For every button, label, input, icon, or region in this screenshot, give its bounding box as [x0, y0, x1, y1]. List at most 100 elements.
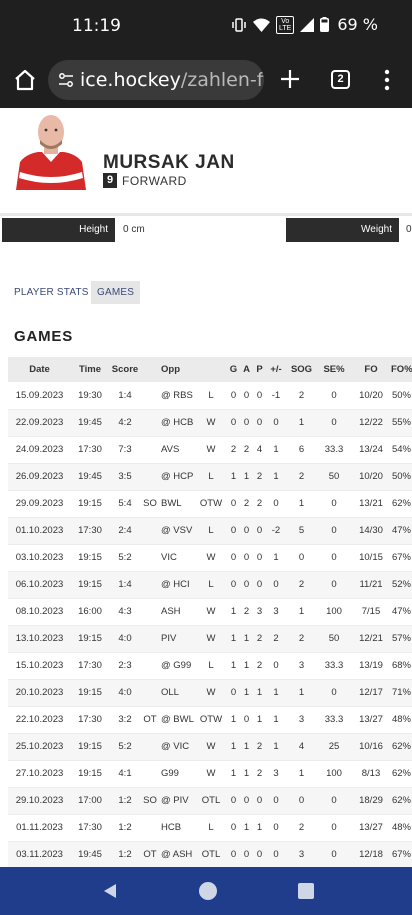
table-cell: 2:3	[109, 652, 141, 680]
table-cell: 18/29	[351, 787, 391, 815]
table-cell: 4:3	[109, 598, 141, 626]
back-triangle-icon[interactable]	[102, 883, 118, 899]
player-number-badge: 9	[103, 173, 117, 188]
table-cell: 8/13	[351, 760, 391, 788]
table-cell: 19:15	[71, 625, 109, 653]
table-cell: 19:45	[71, 841, 109, 869]
table-cell: 25	[317, 733, 351, 761]
table-cell: 3	[286, 841, 317, 869]
table-cell: 13/21	[351, 490, 391, 518]
table-cell: 7:3	[109, 436, 141, 464]
table-cell: 3	[266, 598, 286, 626]
table-cell: 1	[286, 679, 317, 707]
table-cell: 33.3	[317, 706, 351, 734]
table-cell: 6	[286, 436, 317, 464]
table-cell: 2	[253, 625, 266, 653]
table-cell: SO	[141, 787, 159, 815]
table-cell: 12/17	[351, 679, 391, 707]
table-cell: 1	[253, 814, 266, 842]
table-cell: 0	[317, 841, 351, 869]
table-header-cell: SE%	[317, 357, 351, 382]
table-cell: 0	[227, 679, 240, 707]
home-circle-icon[interactable]	[199, 882, 217, 900]
table-cell: 4	[286, 733, 317, 761]
table-cell: 57%	[391, 625, 412, 653]
table-cell: 3:5	[109, 463, 141, 491]
table-cell: 1:4	[109, 571, 141, 599]
table-cell: 50	[317, 463, 351, 491]
table-cell: 12/22	[351, 409, 391, 437]
table-cell: 0	[227, 571, 240, 599]
recents-square-icon[interactable]	[298, 883, 314, 899]
address-bar[interactable]: ice.hockey/zahlen-fal	[48, 60, 264, 100]
table-cell: 17:30	[71, 652, 109, 680]
table-cell: 71%	[391, 679, 412, 707]
status-time: 11:19	[72, 16, 121, 36]
table-cell: SO	[141, 490, 159, 518]
more-vert-icon[interactable]	[382, 68, 392, 92]
table-cell: 19:15	[71, 571, 109, 599]
table-row: 03.11.2023 19:45 1:2 OT @ ASH OTL 0 0 0 0 3 0 12/18 6…	[8, 841, 412, 869]
table-cell: 1	[266, 706, 286, 734]
table-header-cell: FO%	[391, 357, 412, 382]
table-cell: 19:15	[71, 490, 109, 518]
table-cell: 0	[253, 787, 266, 815]
table-cell: 29.09.2023	[8, 490, 71, 518]
table-header-row: Date Time Score Opp G A P +/- SOG SE% FO FO%	[8, 357, 412, 382]
table-cell: 3:2	[109, 706, 141, 734]
table-cell: W	[195, 625, 227, 653]
plus-icon[interactable]	[279, 68, 301, 90]
table-cell: 1	[227, 463, 240, 491]
table-cell: 0	[227, 814, 240, 842]
table-cell: OTL	[195, 841, 227, 869]
table-cell	[141, 463, 159, 491]
table-cell: 1	[286, 490, 317, 518]
table-cell: 19:45	[71, 409, 109, 437]
vibrate-icon	[232, 17, 246, 32]
table-cell: 0	[253, 544, 266, 572]
table-cell: L	[195, 571, 227, 599]
tune-icon[interactable]	[58, 72, 74, 88]
tab-player-stats[interactable]: PLAYER STATS	[14, 287, 89, 298]
table-cell: 1	[227, 733, 240, 761]
table-body: 15.09.2023 19:30 1:4 @ RBS L 0 0 0 -1 2 0 10/20 50% 2…	[8, 382, 412, 869]
table-cell: 0	[317, 409, 351, 437]
table-cell: 50	[317, 625, 351, 653]
table-cell: OTW	[195, 490, 227, 518]
table-cell: 33.3	[317, 652, 351, 680]
table-cell: 1	[227, 625, 240, 653]
table-cell: 17:30	[71, 814, 109, 842]
table-row: 03.10.2023 19:15 5:2 VIC W 0 0 0 1 0 0 10/15 67%	[8, 544, 412, 572]
table-row: 20.10.2023 19:15 4:0 OLL W 0 1 1 1 1 0 12/17 71%	[8, 679, 412, 707]
table-cell: @ PIV	[159, 787, 195, 815]
player-photo	[16, 115, 86, 190]
table-cell: 0	[253, 841, 266, 869]
tab-count-button[interactable]: 2	[331, 70, 350, 89]
table-cell: 1	[240, 463, 253, 491]
table-header-cell: +/-	[266, 357, 286, 382]
table-cell: 0	[317, 571, 351, 599]
table-cell: 0	[266, 409, 286, 437]
table-cell: @ HCI	[159, 571, 195, 599]
table-cell: 0	[227, 841, 240, 869]
table-header-cell: A	[240, 357, 253, 382]
table-cell: 0	[266, 814, 286, 842]
table-cell: 100	[317, 598, 351, 626]
table-cell: 17:30	[71, 517, 109, 545]
table-cell: @ BWL	[159, 706, 195, 734]
table-cell: W	[195, 409, 227, 437]
table-cell: 67%	[391, 841, 412, 869]
table-row: 13.10.2023 19:15 4:0 PIV W 1 1 2 2 2 50 12/21 57%	[8, 625, 412, 653]
home-icon[interactable]	[12, 67, 38, 93]
weight-label: Weight	[286, 218, 399, 242]
table-cell: 27.10.2023	[8, 760, 71, 788]
table-cell: 2	[253, 760, 266, 788]
table-cell: L	[195, 652, 227, 680]
table-cell	[141, 436, 159, 464]
table-cell: L	[195, 382, 227, 410]
tab-games[interactable]: GAMES	[91, 281, 141, 304]
volte-line1: Vo	[281, 17, 290, 25]
table-row: 08.10.2023 16:00 4:3 ASH W 1 2 3 3 1 100 7/15 47%	[8, 598, 412, 626]
table-cell: 0	[240, 517, 253, 545]
table-cell: 100	[317, 760, 351, 788]
